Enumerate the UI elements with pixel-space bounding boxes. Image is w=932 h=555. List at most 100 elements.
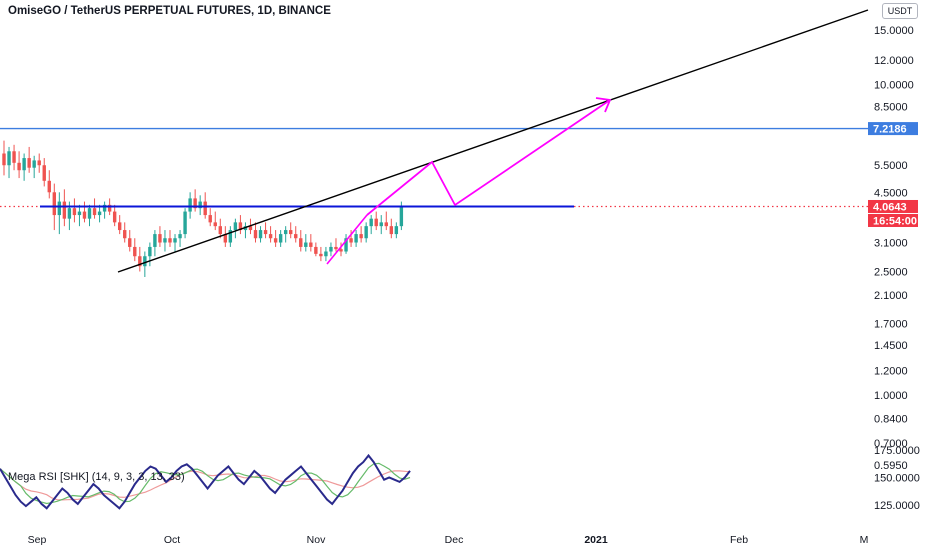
- candle-body: [374, 218, 378, 227]
- candle-body: [82, 211, 87, 219]
- price-badge-label: 7.2186: [873, 124, 907, 136]
- candle-body: [268, 234, 273, 239]
- candle-body: [52, 192, 56, 216]
- price-tick-label: 2.5000: [874, 267, 908, 279]
- candle-body: [148, 246, 152, 257]
- candle-body: [112, 211, 117, 223]
- candle-body: [107, 204, 112, 212]
- rsi-tick-label: 150.0000: [874, 473, 920, 485]
- candle-body: [218, 226, 222, 235]
- candle-body: [32, 160, 36, 168]
- rsi-tick-label: 125.0000: [874, 500, 920, 512]
- candle-body: [248, 226, 253, 231]
- candle-body: [364, 226, 368, 239]
- price-tick-label: 0.7000: [874, 438, 908, 450]
- candle-body: [27, 158, 31, 168]
- candle-body: [72, 208, 77, 216]
- candle-body: [2, 153, 6, 166]
- candles-layer: [2, 140, 404, 278]
- trend-line: [117, 9, 869, 273]
- candle-body: [283, 230, 288, 235]
- candle-body: [87, 208, 92, 219]
- candle-body: [37, 160, 41, 166]
- candle-body: [359, 234, 363, 239]
- candle-body: [329, 246, 333, 252]
- candle-body: [289, 230, 293, 235]
- candle-body: [304, 242, 308, 247]
- price-tick-label: 1.7000: [874, 318, 908, 330]
- time-tick-label: Sep: [28, 534, 47, 546]
- candle-body: [394, 226, 399, 235]
- candle-body: [22, 158, 26, 171]
- candle-body: [92, 208, 97, 216]
- candle-body: [183, 211, 187, 235]
- candle-body: [299, 238, 303, 247]
- projection-arrowhead: [595, 97, 612, 113]
- candle-body: [369, 218, 373, 227]
- candle-body: [17, 162, 21, 171]
- price-tick-label: 1.4500: [874, 340, 908, 352]
- time-tick-label: Dec: [445, 534, 464, 546]
- candle-body: [7, 151, 11, 166]
- price-tick-label: 0.8400: [874, 414, 908, 426]
- candle-body: [238, 222, 243, 231]
- candle-body: [158, 234, 162, 243]
- candle-body: [128, 238, 132, 247]
- price-tick-label: 8.5000: [874, 102, 908, 114]
- price-badge: [868, 199, 918, 213]
- candle-body: [233, 222, 238, 231]
- time-tick-label: Oct: [164, 534, 180, 546]
- candle-body: [399, 206, 404, 227]
- candle-body: [12, 151, 16, 163]
- candle-body: [193, 198, 197, 209]
- time-tick-label: Feb: [730, 534, 748, 546]
- price-tick-label: 15.0000: [874, 25, 914, 37]
- candle-body: [62, 201, 67, 219]
- rsi-panel: [0, 453, 411, 510]
- candle-body: [273, 238, 278, 243]
- rsi-line: [0, 453, 411, 510]
- candle-body: [123, 230, 127, 239]
- price-tick-label: 5.5000: [874, 160, 908, 172]
- candle-body: [314, 246, 318, 254]
- candle-body: [228, 230, 233, 243]
- candle-body: [168, 238, 172, 243]
- candle-body: [138, 256, 142, 267]
- price-badge: [868, 213, 918, 227]
- candle-body: [344, 238, 348, 252]
- drawing-layer: [0, 9, 869, 273]
- candle-body: [354, 234, 358, 243]
- price-tick-label: 4.5000: [874, 187, 908, 199]
- candle-body: [278, 234, 283, 243]
- chart-title: OmiseGO / TetherUS PERPETUAL FUTURES, 1D…: [8, 5, 331, 17]
- candle-body: [324, 251, 328, 257]
- rsi-signal-line-green: [0, 462, 411, 505]
- price-tick-label: 2.1000: [874, 290, 908, 302]
- candle-body: [349, 238, 353, 243]
- candle-body: [253, 230, 258, 239]
- rsi-indicator-label[interactable]: Mega RSI [SHK] (14, 9, 3, 3, 13, 33): [8, 471, 185, 483]
- rsi-tick-label: 175.0000: [874, 445, 920, 457]
- candle-body: [319, 253, 323, 257]
- price-badge-label: 4.0643: [873, 201, 907, 213]
- candle-body: [178, 234, 182, 239]
- candle-body: [294, 234, 298, 239]
- candle-body: [102, 204, 107, 212]
- candle-body: [57, 201, 62, 216]
- price-tick-label: 0.5950: [874, 460, 908, 472]
- candle-body: [213, 222, 217, 227]
- price-tick-label: 12.0000: [874, 55, 914, 67]
- price-badge: [868, 122, 918, 136]
- candle-body: [163, 238, 167, 243]
- time-tick-label: 2021: [584, 534, 608, 546]
- price-tick-label: 3.1000: [874, 238, 908, 250]
- candle-body: [133, 246, 137, 257]
- price-badge-label: 16:54:00: [873, 215, 917, 227]
- currency-button[interactable]: USDT: [882, 3, 918, 19]
- candle-body: [339, 249, 343, 252]
- candle-body: [77, 211, 82, 216]
- candle-body: [117, 222, 122, 231]
- candle-body: [198, 201, 202, 209]
